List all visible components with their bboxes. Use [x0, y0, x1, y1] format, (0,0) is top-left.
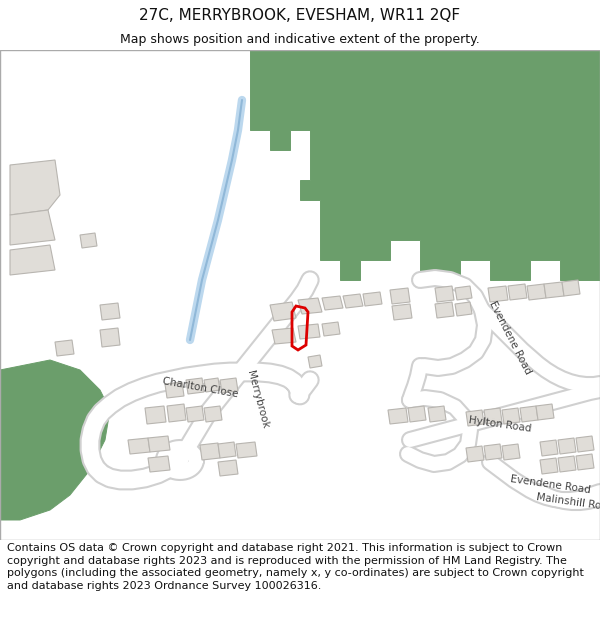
Polygon shape	[270, 302, 296, 321]
Polygon shape	[390, 288, 410, 304]
Polygon shape	[466, 446, 484, 462]
Polygon shape	[558, 438, 576, 454]
Polygon shape	[484, 444, 502, 460]
Polygon shape	[236, 442, 257, 458]
Polygon shape	[544, 282, 564, 298]
Polygon shape	[502, 444, 520, 460]
Text: 27C, MERRYBROOK, EVESHAM, WR11 2QF: 27C, MERRYBROOK, EVESHAM, WR11 2QF	[139, 8, 461, 22]
Polygon shape	[298, 298, 322, 314]
Polygon shape	[165, 382, 184, 398]
Text: Contains OS data © Crown copyright and database right 2021. This information is : Contains OS data © Crown copyright and d…	[7, 543, 584, 591]
Polygon shape	[204, 378, 220, 392]
Polygon shape	[100, 328, 120, 347]
Polygon shape	[435, 302, 454, 318]
Text: Hylton Road: Hylton Road	[468, 414, 532, 433]
Polygon shape	[540, 440, 558, 456]
Polygon shape	[466, 410, 484, 426]
Text: Charlton Close: Charlton Close	[161, 376, 239, 399]
Polygon shape	[186, 406, 204, 422]
Polygon shape	[455, 286, 472, 300]
Polygon shape	[148, 436, 170, 452]
Polygon shape	[0, 360, 110, 520]
Polygon shape	[322, 322, 340, 336]
Polygon shape	[300, 50, 600, 280]
Polygon shape	[502, 408, 520, 424]
Polygon shape	[558, 456, 576, 472]
Polygon shape	[388, 408, 408, 424]
Polygon shape	[272, 328, 296, 344]
Polygon shape	[488, 286, 508, 302]
Polygon shape	[435, 286, 454, 302]
Polygon shape	[527, 284, 546, 300]
Polygon shape	[536, 404, 554, 420]
Polygon shape	[428, 406, 446, 422]
Polygon shape	[322, 296, 343, 310]
Text: Merrybrook: Merrybrook	[245, 370, 271, 430]
Polygon shape	[508, 284, 527, 300]
Polygon shape	[520, 406, 538, 422]
Polygon shape	[308, 355, 322, 368]
Polygon shape	[576, 454, 594, 470]
Polygon shape	[250, 50, 310, 150]
Polygon shape	[10, 160, 60, 215]
Text: Evendene Road: Evendene Road	[509, 474, 591, 496]
Polygon shape	[218, 460, 238, 476]
Polygon shape	[540, 458, 558, 474]
Polygon shape	[128, 438, 150, 454]
Polygon shape	[484, 408, 502, 424]
Polygon shape	[392, 304, 412, 320]
Text: Map shows position and indicative extent of the property.: Map shows position and indicative extent…	[120, 34, 480, 46]
Text: Malinshill Road: Malinshill Road	[536, 492, 600, 512]
Polygon shape	[10, 210, 55, 245]
Polygon shape	[148, 456, 170, 472]
Polygon shape	[363, 292, 382, 306]
Polygon shape	[455, 302, 472, 316]
Polygon shape	[100, 303, 120, 320]
Polygon shape	[343, 294, 363, 308]
Polygon shape	[55, 340, 74, 356]
Polygon shape	[220, 378, 238, 393]
Polygon shape	[218, 442, 236, 458]
Polygon shape	[298, 324, 320, 339]
Polygon shape	[562, 280, 580, 296]
Polygon shape	[10, 245, 55, 275]
Polygon shape	[145, 406, 166, 424]
Polygon shape	[200, 443, 220, 460]
Polygon shape	[186, 378, 204, 394]
Polygon shape	[167, 404, 186, 422]
Polygon shape	[576, 436, 594, 452]
Polygon shape	[408, 406, 426, 422]
Polygon shape	[80, 233, 97, 248]
Polygon shape	[204, 406, 222, 422]
Text: Evendene Road: Evendene Road	[487, 300, 533, 376]
Polygon shape	[0, 50, 600, 540]
